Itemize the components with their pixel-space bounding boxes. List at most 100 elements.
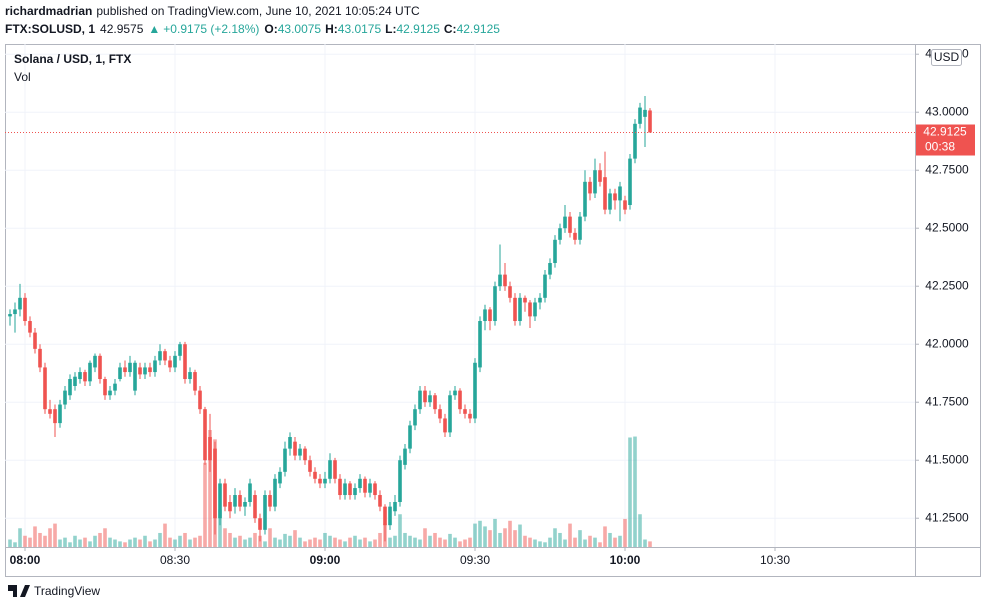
volume-bar: [98, 532, 102, 547]
candle-body: [613, 193, 617, 201]
candle-body: [43, 367, 47, 410]
volume-bar: [513, 530, 517, 547]
volume-bar: [533, 539, 537, 547]
candle-body: [333, 460, 337, 479]
volume-bar: [593, 537, 597, 547]
volume-bar: [573, 537, 577, 547]
volume-bar: [623, 518, 627, 547]
volume-bar: [233, 537, 237, 547]
volume-bar: [518, 524, 522, 547]
volume-bar: [458, 541, 462, 547]
volume-bar: [208, 430, 212, 547]
candle-body: [118, 367, 122, 380]
volume-bar: [323, 532, 327, 547]
candle-body: [263, 495, 267, 530]
candle-body: [383, 506, 387, 526]
candle-body: [583, 181, 587, 217]
volume-bar: [493, 518, 497, 547]
ohlc-label: H:: [325, 22, 338, 36]
volume-bar: [543, 542, 547, 547]
volume-bar: [423, 528, 427, 547]
candle-body: [483, 309, 487, 322]
volume-bar: [18, 528, 22, 547]
volume-bar: [128, 539, 132, 547]
volume-bar: [328, 535, 332, 547]
volume-bar: [453, 537, 457, 547]
candle-body: [183, 344, 187, 380]
candle-body: [308, 460, 312, 472]
candle-body: [28, 321, 32, 333]
candle-layer: [8, 95, 652, 542]
change: +0.9175 (+2.18%): [163, 22, 259, 36]
volume-bar: [508, 520, 512, 547]
candle-body: [508, 286, 512, 298]
candle-body: [523, 297, 527, 303]
candle-body: [313, 471, 317, 479]
candle-body: [633, 123, 637, 159]
brand: TradingView: [34, 584, 100, 598]
candle-body: [603, 177, 607, 210]
currency-badge: [931, 49, 962, 66]
volume-bar: [523, 535, 527, 547]
volume-bar: [283, 533, 287, 547]
y-tick-label: 42.0000: [925, 336, 969, 350]
symbol: FTX:SOLUSD, 1: [5, 22, 95, 36]
candle-body: [23, 297, 27, 322]
currency: USD: [934, 50, 960, 64]
candle-body: [553, 239, 557, 264]
y-tick-label: 42.7500: [925, 162, 969, 176]
volume-bar: [253, 532, 257, 547]
candle-body: [288, 437, 292, 449]
candle-body: [18, 297, 22, 310]
change-arrow: ▲: [148, 22, 160, 36]
x-tick-label: 08:30: [160, 553, 190, 567]
volume-bar: [308, 539, 312, 547]
candle-body: [258, 518, 262, 530]
volume-bar: [568, 523, 572, 547]
volume-bar: [528, 537, 532, 547]
x-tick-label: 08:00: [10, 553, 41, 567]
volume-bar: [598, 542, 602, 547]
candle-body: [328, 460, 332, 479]
candle-body: [278, 471, 282, 484]
y-tick-label: 42.2500: [925, 278, 969, 292]
volume-bar: [643, 539, 647, 547]
candle-body: [423, 390, 427, 403]
volume-bar: [103, 528, 107, 547]
volume-bar: [403, 532, 407, 547]
volume-bar: [53, 523, 57, 547]
volume-bar: [133, 537, 137, 547]
volume-bar: [108, 537, 112, 547]
candle-body: [623, 200, 627, 210]
candle-body: [378, 495, 382, 507]
symbol-line: FTX:SOLUSD, 1 42.9575 ▲ +0.9175 (+2.18%) O:4…: [5, 22, 500, 36]
candle-body: [593, 170, 597, 194]
candle-body: [398, 460, 402, 502]
volume-bar: [118, 541, 122, 547]
volume-bar: [583, 539, 587, 547]
volume-bar: [303, 541, 307, 547]
volume-bar: [93, 535, 97, 547]
candle-body: [133, 362, 137, 391]
candle-body: [408, 425, 412, 449]
volume-bar: [83, 537, 87, 547]
candle-body: [428, 395, 432, 403]
candle-body: [243, 501, 247, 507]
volume-bar: [63, 537, 67, 547]
ohlc-value: 42.9125: [397, 22, 441, 36]
candle-body: [218, 483, 222, 519]
volume-bar: [73, 535, 77, 547]
candle-body: [498, 274, 502, 287]
volume-bar: [443, 539, 447, 547]
candle-body: [338, 478, 342, 496]
volume-bar: [333, 537, 337, 547]
volume-bar: [138, 539, 142, 547]
candle-body: [558, 228, 562, 240]
candle-body: [448, 395, 452, 433]
ohlc-value: 43.0075: [278, 22, 322, 36]
volume-bar: [143, 535, 147, 547]
volume-bar: [278, 539, 282, 547]
volume-bar: [238, 535, 242, 547]
candle-body: [158, 351, 162, 361]
candle-body: [93, 355, 97, 368]
